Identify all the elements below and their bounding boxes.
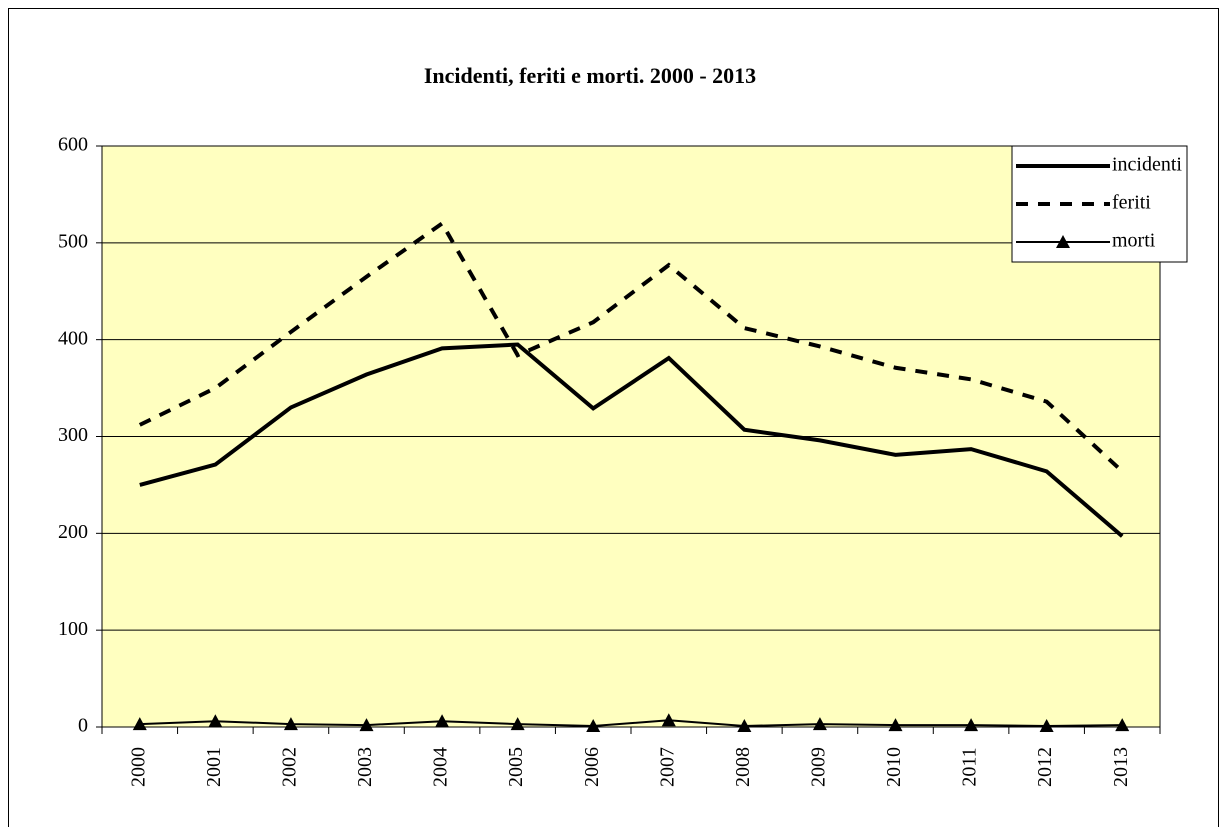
marker xyxy=(208,714,223,728)
series-line xyxy=(139,719,1123,728)
x-tick-label: 2012 xyxy=(1034,747,1056,787)
x-tick-label: 2010 xyxy=(883,747,905,787)
x-tick-label: 2006 xyxy=(581,747,603,787)
marker xyxy=(283,717,298,731)
y-tick-label: 100 xyxy=(58,618,88,640)
x-tick-label: 2007 xyxy=(656,747,678,787)
marker xyxy=(1039,719,1054,733)
x-tick-label: 2003 xyxy=(354,747,376,787)
marker xyxy=(132,717,147,731)
marker xyxy=(661,713,676,727)
series-line xyxy=(138,220,1124,473)
y-tick-label: 0 xyxy=(78,715,88,737)
x-tick-label: 2001 xyxy=(203,747,225,787)
x-tick-label: 2000 xyxy=(127,747,149,787)
legend-label: incidenti xyxy=(1112,154,1182,176)
x-tick-label: 2008 xyxy=(732,747,754,787)
marker xyxy=(888,718,903,732)
x-tick-label: 2002 xyxy=(279,747,301,787)
marker xyxy=(510,717,525,731)
legend-label: feriti xyxy=(1112,192,1151,214)
marker xyxy=(359,718,374,732)
y-tick-label: 600 xyxy=(58,134,88,156)
y-tick-label: 300 xyxy=(58,424,88,446)
marker xyxy=(964,718,979,732)
marker xyxy=(1115,718,1130,732)
y-tick-label: 200 xyxy=(58,521,88,543)
x-tick-label: 2004 xyxy=(430,747,452,787)
chart-title: Incidenti, feriti e morti. 2000 - 2013 xyxy=(424,63,756,88)
x-tick-label: 2011 xyxy=(959,747,981,786)
x-tick-label: 2009 xyxy=(808,747,830,787)
marker xyxy=(812,717,827,731)
legend-marker xyxy=(1056,235,1070,248)
series-line xyxy=(139,342,1124,538)
y-tick-label: 400 xyxy=(58,327,88,349)
legend-label: morti xyxy=(1112,230,1156,252)
x-tick-label: 2005 xyxy=(505,747,527,787)
marker xyxy=(586,719,601,733)
marker xyxy=(435,714,450,728)
x-tick-label: 2013 xyxy=(1110,747,1132,787)
marker xyxy=(737,719,752,733)
y-tick-label: 500 xyxy=(58,230,88,252)
